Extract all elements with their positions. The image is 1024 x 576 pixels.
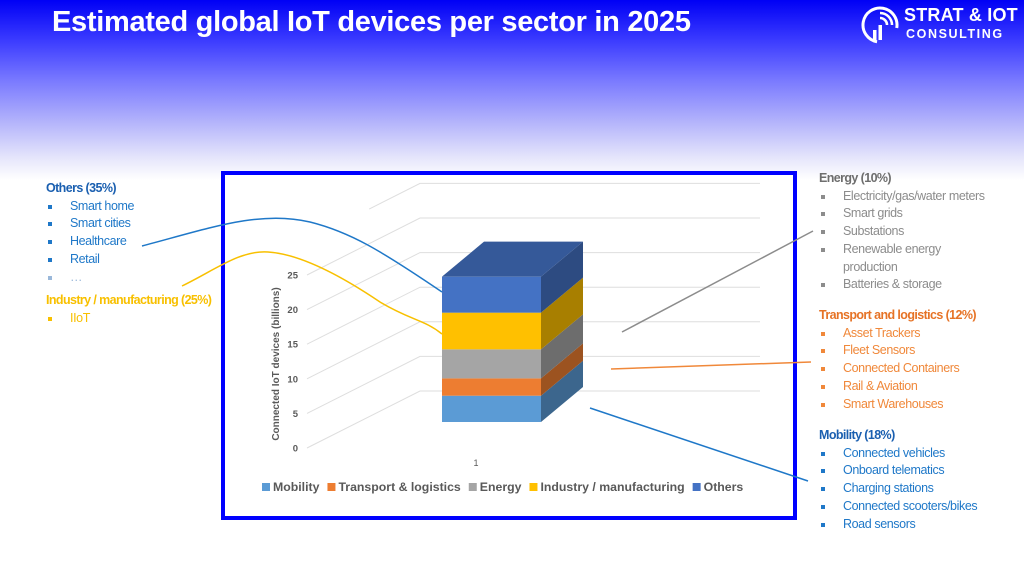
x-tick-label: 1 (473, 458, 478, 468)
legend-swatch (327, 483, 336, 491)
list-item: Smart cities (46, 215, 134, 233)
list-item: Charging stations (819, 480, 977, 498)
legend-label: Others (704, 480, 744, 494)
gridline (306, 252, 760, 311)
bar-top-face (442, 241, 583, 277)
list-item: Connected Containers (819, 360, 976, 378)
list-item-continuation: production (843, 259, 898, 274)
company-logo: STRAT & IOT CONSULTING (860, 3, 1020, 45)
legend-label: Industry / manufacturing (540, 480, 684, 494)
bar-segment-others (442, 276, 541, 313)
list-item: Connected vehicles (819, 445, 977, 463)
chart-legend: Mobility Transport & logistics Energy Indus… (262, 480, 743, 494)
energy-heading: Energy (10%) (819, 171, 892, 185)
bar-segment-side (541, 277, 583, 350)
industry-callout: Industry / manufacturing (25%) IIoT (46, 292, 212, 328)
bar-segment-transport (442, 378, 541, 396)
transport-connector-line (610, 361, 812, 370)
list-item: Rail & Aviation (819, 378, 976, 396)
mobility-connector-line (589, 407, 809, 482)
others-connector-line (141, 217, 443, 293)
list-item: Onboard telematics (819, 462, 977, 480)
legend-label: Energy (480, 480, 522, 494)
y-tick-label: 0 (293, 444, 298, 455)
mobility-heading: Mobility (18%) (819, 428, 895, 442)
bar-segment-side (541, 241, 583, 313)
others-heading: Others (35%) (46, 181, 117, 195)
y-tick-label: 5 (293, 409, 299, 420)
list-item: Retail (46, 251, 134, 269)
gridline (368, 182, 760, 210)
y-axis-ticks: 0 5 10 15 20 25 (287, 271, 298, 455)
signal-bars-icon (861, 6, 899, 44)
gridline (306, 286, 760, 345)
energy-callout: Energy (10%) Electricity/gas/water meter… (819, 170, 985, 294)
slide-title: Estimated global IoT devices per sector … (52, 6, 691, 38)
list-item: Batteries & storage (819, 276, 985, 294)
list-item: Asset Trackers (819, 325, 976, 343)
others-callout: Others (35%) Smart home Smart cities Hea… (46, 180, 134, 286)
transport-heading: Transport and logistics (12%) (819, 308, 977, 322)
list-item: Smart home (46, 198, 134, 216)
mobility-callout: Mobility (18%) Connected vehicles Onboar… (819, 427, 978, 534)
logo-line2: CONSULTING (906, 27, 1004, 41)
list-item: Electricity/gas/water meters (819, 188, 985, 206)
gridline (306, 355, 760, 414)
list-item: Renewable energy (819, 241, 985, 259)
energy-connector-line (621, 230, 814, 333)
industry-heading: Industry / manufacturing (25%) (46, 293, 212, 307)
list-item: Healthcare (46, 233, 134, 251)
list-item: Substations (819, 223, 985, 241)
logo-line1: STRAT & IOT (904, 5, 1018, 25)
list-item: Road sensors (819, 516, 977, 534)
gridline (306, 390, 760, 449)
list-item: IIoT (46, 310, 211, 328)
bar-segment-side (541, 343, 583, 396)
legend-swatch (692, 483, 701, 491)
list-item: Smart Warehouses (819, 396, 976, 414)
bar-segment-side (541, 314, 583, 379)
transport-callout: Transport and logistics (12%) Asset Trac… (819, 307, 977, 414)
bar-segment-side (541, 360, 583, 422)
legend-label: Transport & logistics (338, 480, 460, 494)
industry-connector-line (181, 251, 443, 335)
list-item: Smart grids (819, 205, 985, 223)
legend-swatch (529, 483, 538, 491)
y-tick-label: 20 (287, 305, 298, 316)
header-gradient-background (0, 0, 1024, 180)
legend-swatch (262, 483, 270, 491)
y-tick-label: 10 (287, 374, 298, 385)
bar-segment-energy (442, 349, 541, 379)
list-item: Connected scooters/bikes (819, 498, 978, 516)
list-item: Fleet Sensors (819, 342, 976, 360)
y-tick-label: 25 (287, 271, 298, 282)
gridline (306, 217, 760, 276)
bar-segment-industry (442, 312, 541, 350)
stacked-column (442, 241, 583, 422)
y-tick-label: 15 (287, 340, 298, 351)
list-item: … (46, 269, 134, 287)
y-axis-label: Connected IoT devices (billions) (271, 287, 282, 440)
legend-swatch (468, 483, 477, 491)
legend-label: Mobility (273, 480, 320, 494)
bar-segment-mobility (442, 395, 541, 422)
